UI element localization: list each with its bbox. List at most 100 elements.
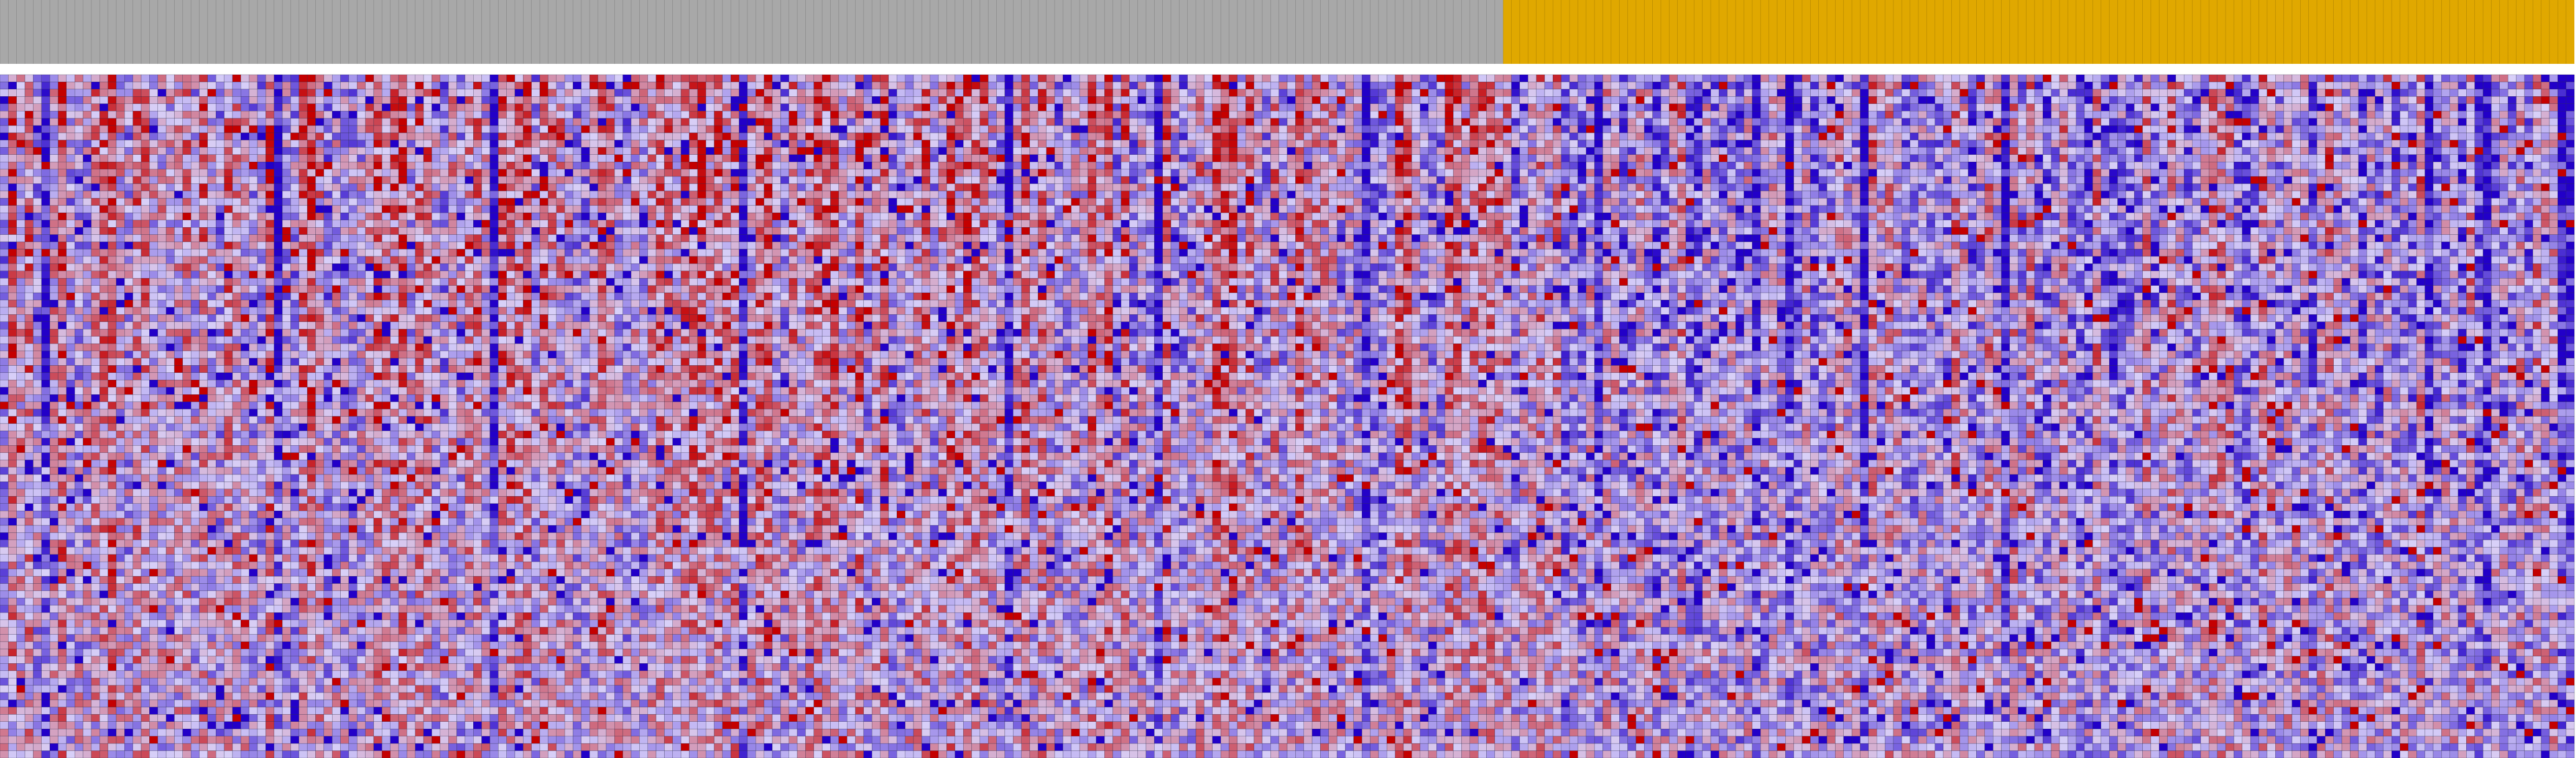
heatmap-cell (1694, 155, 1702, 162)
heatmap-cell (980, 82, 988, 89)
heatmap-cell (465, 82, 473, 89)
heatmap-cell (847, 155, 855, 162)
heatmap-cell (1993, 82, 2001, 89)
heatmap-cell (200, 155, 208, 162)
heatmap-cell (1487, 126, 1495, 133)
heatmap-cell (2250, 162, 2259, 169)
heatmap-cell (648, 118, 656, 126)
heatmap-cell (224, 126, 233, 133)
heatmap-cell (2259, 89, 2267, 96)
heatmap-cell (1993, 75, 2001, 82)
heatmap-cell (2408, 96, 2416, 103)
heatmap-cell (2325, 111, 2333, 118)
heatmap-cell (880, 169, 889, 176)
heatmap-cell (2193, 162, 2201, 169)
heatmap-cell (997, 82, 1005, 89)
heatmap-cell (33, 169, 41, 176)
heatmap-cell (2549, 140, 2558, 147)
heatmap-cell (216, 126, 224, 133)
heatmap-cell (1578, 111, 1586, 118)
heatmap-cell (415, 162, 423, 169)
heatmap-cell (299, 111, 307, 118)
heatmap-cell (2541, 155, 2549, 162)
heatmap-cell (166, 96, 174, 103)
heatmap-cell (1520, 111, 1528, 118)
heatmap-cell (1586, 147, 1594, 154)
heatmap-cell (1270, 104, 1279, 111)
heatmap-cell (2193, 118, 2201, 126)
heatmap-cell (191, 75, 199, 82)
heatmap-cell (1661, 75, 1669, 82)
heatmap-cell (33, 155, 41, 162)
heatmap-cell (191, 169, 199, 176)
heatmap-cell (1461, 169, 1469, 176)
heatmap-cell (1985, 82, 1993, 89)
heatmap-cell (1611, 162, 1619, 169)
heatmap-cell (390, 140, 399, 147)
heatmap-cell (573, 82, 581, 89)
heatmap-cell (573, 75, 581, 82)
heatmap-cell (523, 147, 531, 154)
heatmap-cell (2092, 75, 2101, 82)
heatmap-cell (1785, 118, 1793, 126)
heatmap-cell (988, 133, 996, 140)
heatmap-cell (972, 155, 980, 162)
heatmap-cell (1619, 82, 1627, 89)
heatmap-cell (830, 140, 838, 147)
heatmap-cell (1819, 147, 1827, 154)
heatmap-cell (2400, 104, 2408, 111)
heatmap-cell (1520, 140, 1528, 147)
heatmap-cell (366, 147, 374, 154)
heatmap-cell (1129, 133, 1137, 140)
heatmap-cell (698, 75, 706, 82)
heatmap-cell (1487, 140, 1495, 147)
heatmap-cell (1063, 104, 1071, 111)
heatmap-cell (1619, 155, 1627, 162)
heatmap-cell (2226, 126, 2234, 133)
heatmap-cell (2325, 89, 2333, 96)
heatmap-cell (332, 82, 340, 89)
heatmap-cell (2193, 75, 2201, 82)
heatmap-cell (2134, 89, 2142, 96)
heatmap-cell (1619, 126, 1627, 133)
heatmap-cell (1047, 126, 1055, 133)
heatmap-cell (208, 104, 216, 111)
heatmap-cell (2566, 162, 2574, 169)
heatmap-cell (75, 75, 83, 82)
heatmap-cell (963, 133, 971, 140)
heatmap-cell (1802, 155, 1810, 162)
heatmap-cell (257, 104, 266, 111)
heatmap-cell (116, 169, 124, 176)
heatmap-cell (1387, 75, 1395, 82)
heatmap-cell (922, 162, 930, 169)
heatmap-cell (149, 126, 157, 133)
heatmap-cell (1329, 111, 1337, 118)
heatmap-cell (124, 140, 133, 147)
heatmap-cell (1055, 126, 1063, 133)
heatmap-cell (2226, 111, 2234, 118)
heatmap-cell (972, 104, 980, 111)
heatmap-cell (399, 162, 407, 169)
heatmap-cell (224, 140, 233, 147)
heatmap-cell (1711, 104, 1719, 111)
heatmap-cell (1951, 140, 1959, 147)
heatmap-cell (75, 169, 83, 176)
heatmap-cell (1337, 155, 1345, 162)
heatmap-cell (1893, 75, 1902, 82)
heatmap-cell (905, 75, 913, 82)
heatmap-cell (1777, 155, 1785, 162)
heatmap-cell (2027, 140, 2035, 147)
heatmap-cell (1719, 96, 1727, 103)
heatmap-cell (1619, 104, 1627, 111)
heatmap-cell (1013, 96, 1021, 103)
heatmap-cell (1104, 140, 1112, 147)
heatmap-cell (1487, 89, 1495, 96)
heatmap-cell (299, 147, 307, 154)
heatmap-cell (1188, 126, 1196, 133)
heatmap-cell (1304, 118, 1312, 126)
heatmap-cell (2027, 89, 2035, 96)
heatmap-cell (1055, 96, 1063, 103)
heatmap-cell (1038, 162, 1046, 169)
heatmap-cell (2549, 111, 2558, 118)
heatmap-cell (2566, 133, 2574, 140)
